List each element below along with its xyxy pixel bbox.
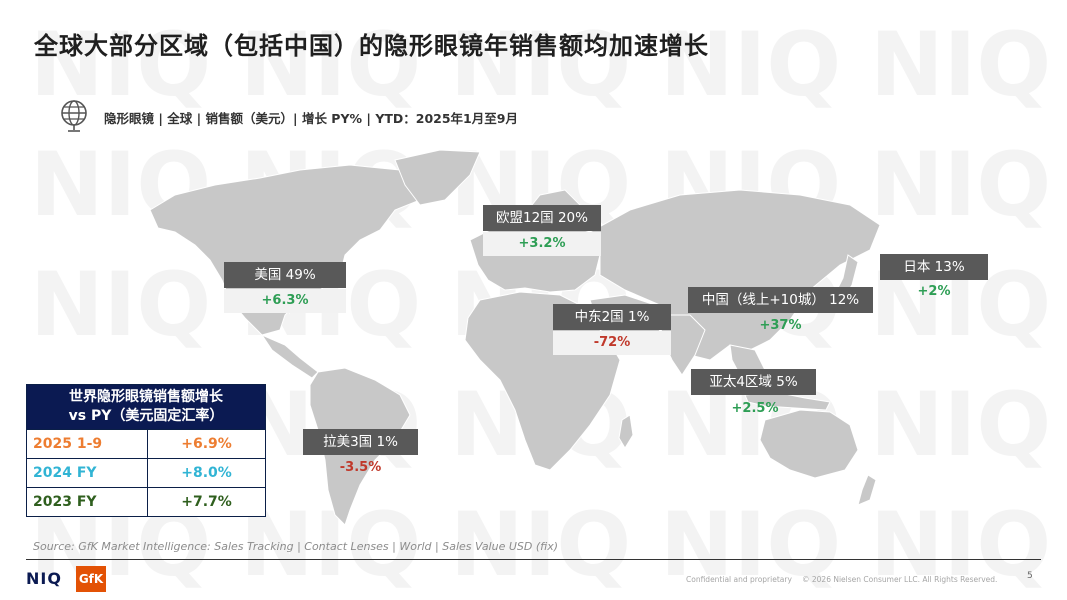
region-label-eu: 欧盟12国 20%	[483, 205, 601, 231]
region-label-us: 美国 49%	[224, 262, 346, 288]
page-title: 全球大部分区域（包括中国）的隐形眼镜年销售额均加速增长	[34, 32, 709, 60]
map-asia	[589, 189, 881, 361]
confidential-note: Confidential and proprietary	[686, 575, 792, 584]
footer-divider	[26, 559, 1041, 560]
map-central-america	[260, 333, 319, 379]
table-header: 世界隐形眼镜销售额增长 vs PY（美元固定汇率）	[26, 384, 266, 430]
region-label-apac: 亚太4区域 5%	[691, 369, 816, 395]
globe-icon	[61, 100, 87, 132]
region-growth-japan: +2%	[917, 284, 951, 299]
page-number: 5	[1027, 571, 1033, 581]
region-label-latam: 拉美3国 1%	[303, 429, 418, 455]
map-greenland	[394, 149, 481, 206]
copyright-note: © 2026 Nielsen Consumer LLC. All Rights …	[802, 575, 998, 584]
table-header-line-2: vs PY（美元固定汇率）	[68, 408, 224, 424]
region-growth-eu: +3.2%	[483, 232, 601, 256]
table-period: 2023 FY	[26, 487, 148, 517]
table-header-line-1: 世界隐形眼镜销售额增长	[69, 389, 223, 405]
table-row: 2023 FY +7.7%	[26, 487, 266, 517]
niq-logo: NIQ	[26, 569, 62, 588]
gfk-logo: GfK	[76, 566, 106, 592]
table-row: 2024 FY +8.0%	[26, 458, 266, 488]
region-growth-middle-east: -72%	[553, 331, 671, 355]
region-label-middle-east: 中东2国 1%	[553, 304, 671, 330]
table-period: 2025 1-9	[26, 429, 148, 459]
table-value: +7.7%	[147, 487, 266, 517]
map-australia	[759, 409, 859, 479]
map-madagascar	[618, 414, 634, 449]
growth-table: 世界隐形眼镜销售额增长 vs PY（美元固定汇率） 2025 1-9 +6.9%…	[26, 384, 266, 517]
region-growth-us: +6.3%	[224, 289, 346, 313]
region-growth-china: +37%	[759, 318, 802, 333]
region-label-japan: 日本 13%	[880, 254, 988, 280]
table-value: +8.0%	[147, 458, 266, 488]
region-growth-apac: +2.5%	[731, 401, 779, 416]
source-note: Source: GfK Market Intelligence: Sales T…	[33, 540, 559, 553]
map-new-zealand	[857, 474, 877, 506]
table-row: 2025 1-9 +6.9%	[26, 429, 266, 459]
table-value: +6.9%	[147, 429, 266, 459]
table-period: 2024 FY	[26, 458, 148, 488]
region-growth-latam: -3.5%	[339, 460, 382, 475]
region-label-china: 中国（线上+10城） 12%	[688, 287, 873, 313]
chart-subtitle: 隐形眼镜 | 全球 | 销售额（美元）| 增长 PY% | YTD：2025年1…	[104, 111, 518, 126]
